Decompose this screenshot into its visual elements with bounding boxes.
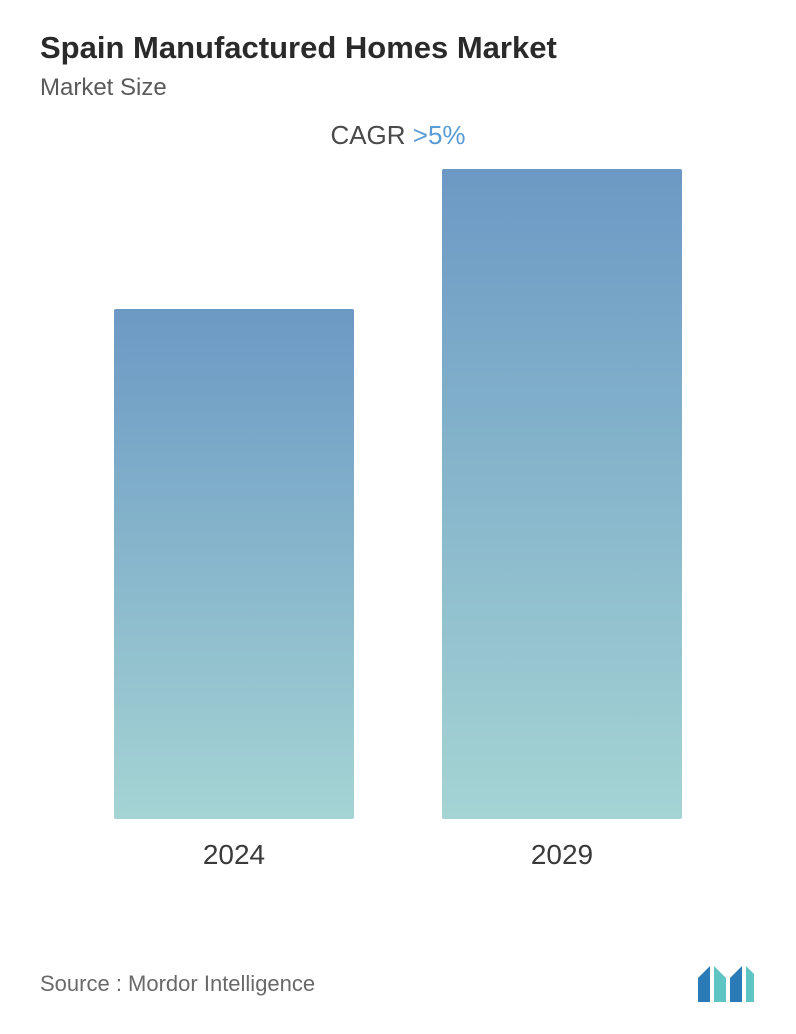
brand-logo-icon xyxy=(696,964,756,1004)
chart-plot-area: 2024 2029 xyxy=(40,191,756,871)
bar-2024 xyxy=(114,309,354,819)
chart-subtitle: Market Size xyxy=(40,74,756,102)
bar-label-2029: 2029 xyxy=(531,839,593,871)
bar-label-2024: 2024 xyxy=(203,839,265,871)
source-attribution: Source : Mordor Intelligence xyxy=(40,971,315,997)
cagr-value: >5% xyxy=(413,120,466,150)
bar-2029 xyxy=(442,169,682,819)
chart-footer: Source : Mordor Intelligence xyxy=(40,964,756,1004)
cagr-annotation: CAGR >5% xyxy=(40,120,756,151)
bar-group-2029: 2029 xyxy=(442,169,682,871)
bar-group-2024: 2024 xyxy=(114,309,354,871)
chart-container: Spain Manufactured Homes Market Market S… xyxy=(0,0,796,1034)
chart-title: Spain Manufactured Homes Market xyxy=(40,30,756,66)
cagr-label: CAGR xyxy=(330,120,412,150)
